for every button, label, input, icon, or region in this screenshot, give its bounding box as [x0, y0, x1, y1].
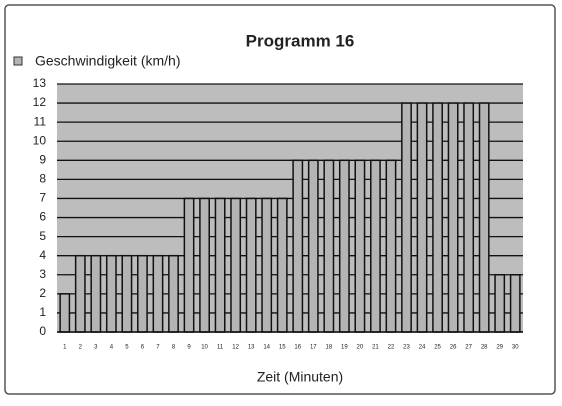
x-tick-label: 20	[357, 345, 364, 351]
y-tick-label: 1	[39, 305, 46, 319]
y-tick-label: 6	[39, 210, 46, 224]
bar	[509, 274, 521, 333]
x-tick-label: 22	[388, 345, 395, 351]
x-tick-label: 17	[310, 345, 317, 351]
bar	[447, 102, 459, 333]
bar	[323, 159, 335, 333]
y-tick-label: 3	[39, 267, 46, 281]
y-tick-label: 8	[39, 172, 46, 186]
x-tick-label: 18	[325, 345, 332, 351]
bar	[338, 159, 350, 333]
x-tick-label: 27	[465, 345, 472, 351]
x-tick-label: 13	[248, 345, 255, 351]
bar	[432, 102, 443, 333]
legend-label: Geschwindigkeit (km/h)	[35, 53, 181, 69]
bar	[478, 102, 490, 333]
bar	[74, 254, 86, 333]
bar	[370, 159, 381, 333]
x-tick-label: 29	[496, 345, 503, 351]
x-axis-title: Zeit (Minuten)	[257, 369, 343, 385]
x-tick-label: 10	[201, 345, 208, 351]
y-tick-label: 5	[39, 229, 46, 243]
bar	[168, 254, 179, 333]
x-tick-label: 15	[279, 345, 286, 351]
y-tick-label: 11	[34, 114, 47, 128]
x-tick-label: 1	[63, 345, 67, 351]
x-tick-label: 3	[94, 345, 98, 351]
x-tick-label: 28	[481, 345, 488, 351]
bar	[230, 197, 242, 333]
bar	[307, 159, 319, 333]
bar	[137, 254, 148, 333]
x-tick-label: 30	[512, 345, 519, 351]
x-tick-label: 7	[156, 345, 160, 351]
y-tick-label: 2	[39, 286, 46, 300]
bar	[105, 254, 117, 333]
y-tick-label: 0	[39, 324, 46, 338]
bar	[152, 254, 164, 333]
bar	[292, 159, 304, 333]
plot-area	[57, 84, 523, 332]
y-tick-label: 9	[39, 152, 46, 166]
bar	[121, 254, 133, 333]
y-tick-label: 10	[33, 133, 47, 147]
x-tick-label: 5	[125, 345, 129, 351]
bar	[245, 197, 257, 333]
bar	[261, 197, 273, 333]
x-tick-label: 25	[434, 345, 441, 351]
x-tick-label: 4	[110, 345, 114, 351]
bar	[199, 197, 210, 333]
bar	[401, 102, 412, 333]
bar	[385, 159, 397, 333]
x-tick-label: 16	[294, 345, 301, 351]
x-tick-label: 14	[263, 345, 270, 351]
y-tick-label: 12	[33, 95, 47, 109]
bar	[183, 197, 195, 333]
bar	[494, 274, 506, 333]
x-tick-label: 6	[141, 345, 145, 351]
y-tick-label: 7	[39, 191, 46, 205]
x-tick-label: 19	[341, 345, 348, 351]
x-tick-label: 24	[419, 345, 426, 351]
bar	[90, 254, 102, 333]
bar	[416, 102, 428, 333]
x-tick-label: 8	[172, 345, 176, 351]
bar	[354, 159, 366, 333]
y-tick-label: 4	[39, 248, 46, 262]
x-tick-label: 9	[187, 345, 191, 351]
bar	[463, 102, 475, 333]
y-tick-label: 13	[33, 76, 47, 90]
bar	[59, 293, 71, 333]
x-tick-label: 2	[79, 345, 83, 351]
x-tick-label: 12	[232, 345, 239, 351]
x-tick-label: 23	[403, 345, 410, 351]
chart-title: Programm 16	[246, 31, 355, 50]
x-tick-label: 21	[372, 345, 379, 351]
x-tick-label: 11	[217, 345, 224, 351]
bar	[276, 197, 288, 333]
legend-swatch	[13, 56, 23, 66]
x-tick-label: 26	[450, 345, 457, 351]
bar	[214, 197, 226, 333]
